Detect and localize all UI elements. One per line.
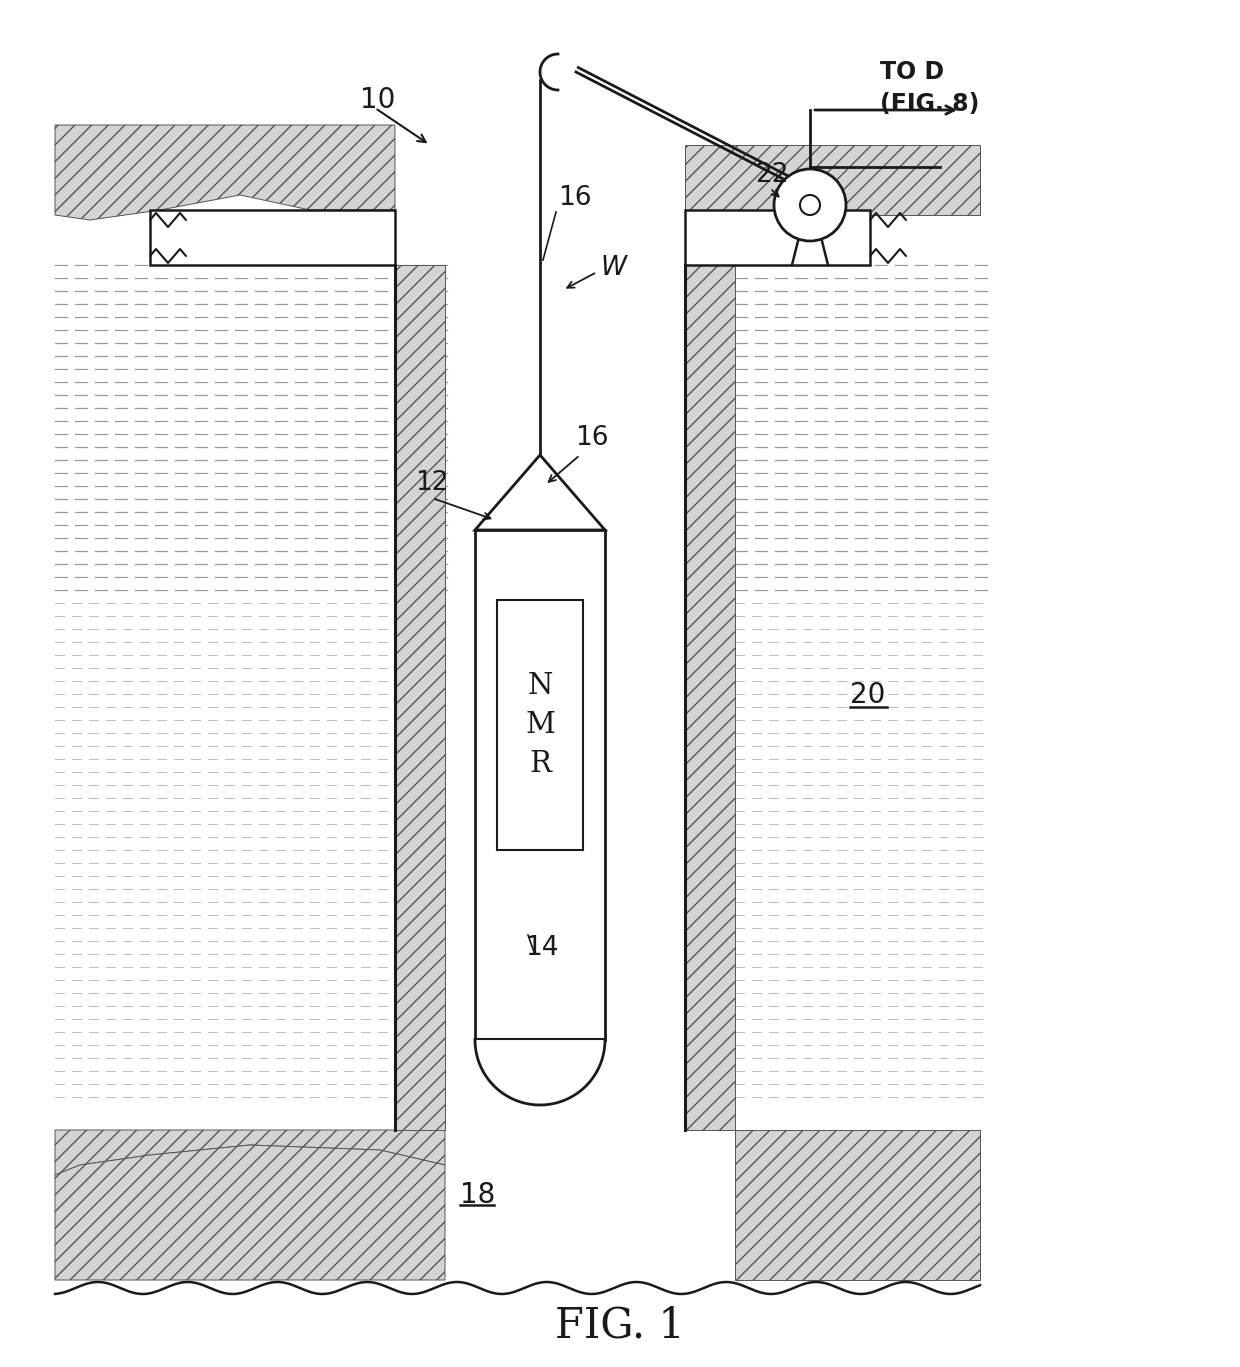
Polygon shape — [475, 1040, 605, 1105]
Polygon shape — [684, 145, 980, 215]
Text: N
M
R: N M R — [525, 673, 556, 778]
Bar — [497, 600, 583, 850]
Text: 22: 22 — [755, 163, 789, 189]
Text: TO D
(FIG. 8): TO D (FIG. 8) — [880, 60, 980, 116]
Polygon shape — [55, 1146, 445, 1280]
Text: 14: 14 — [525, 935, 558, 961]
Text: 12: 12 — [415, 470, 449, 496]
Circle shape — [800, 195, 820, 215]
Bar — [475, 530, 605, 1040]
Bar — [684, 211, 870, 265]
Circle shape — [774, 170, 846, 241]
Text: FIG. 1: FIG. 1 — [556, 1304, 684, 1346]
Text: 16: 16 — [558, 185, 591, 211]
Text: 16: 16 — [575, 425, 609, 451]
Bar — [150, 211, 396, 265]
Text: 20: 20 — [849, 681, 885, 709]
Text: 10: 10 — [360, 86, 396, 113]
Polygon shape — [55, 1131, 445, 1176]
Polygon shape — [55, 124, 396, 220]
Polygon shape — [684, 265, 735, 1131]
Text: W: W — [600, 256, 626, 282]
Polygon shape — [735, 1131, 980, 1280]
Polygon shape — [396, 265, 445, 1131]
Text: 18: 18 — [460, 1181, 495, 1208]
Polygon shape — [475, 455, 605, 530]
